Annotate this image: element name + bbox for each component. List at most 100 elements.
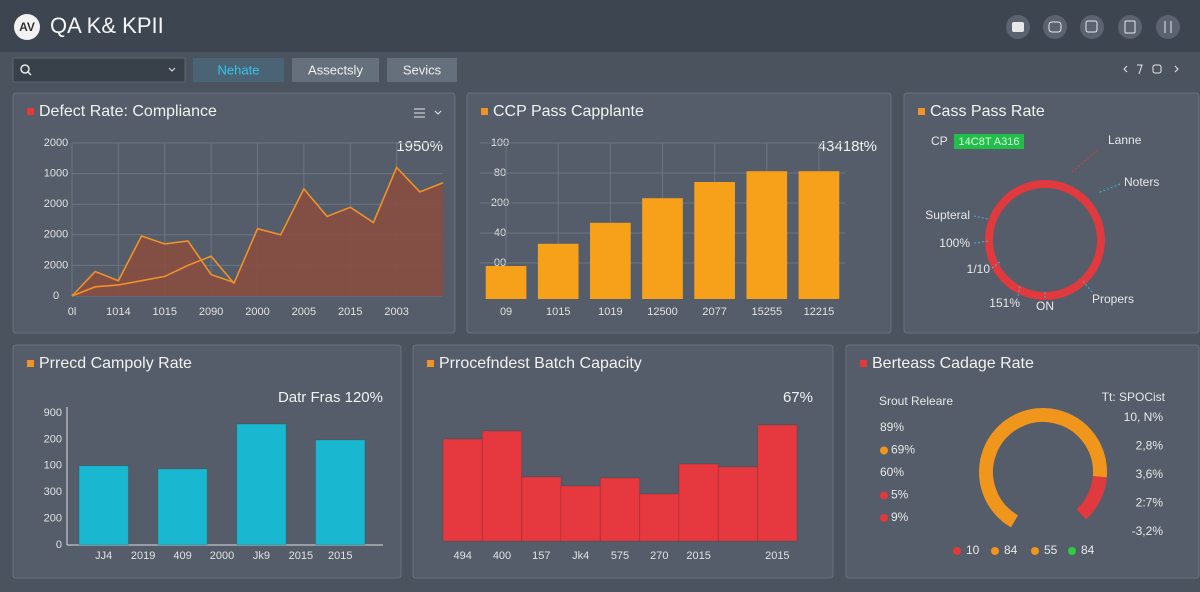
legend-dot: [991, 547, 999, 555]
y-tick-label: 900: [44, 407, 62, 419]
list-dot: [880, 514, 888, 522]
annotation: 43418t%: [818, 138, 877, 155]
title-marker: [860, 360, 867, 367]
search-box[interactable]: [12, 57, 186, 83]
header-icons: [1006, 15, 1180, 39]
title-marker: [427, 360, 434, 367]
x-tick-label: 2000: [210, 550, 234, 562]
legend-dot: [1068, 547, 1076, 555]
icon-button[interactable]: [1118, 15, 1142, 39]
title-marker: [27, 360, 34, 367]
bar: [798, 171, 840, 299]
bar: [717, 466, 759, 542]
y-tick-label: 300: [44, 486, 62, 498]
icon-button[interactable]: [1080, 15, 1104, 39]
line: [71, 255, 235, 297]
legend-label: 55: [1044, 543, 1058, 557]
nav-next[interactable]: [1174, 65, 1179, 73]
callout-label: Noters: [1124, 175, 1159, 189]
callout-leader: [1017, 285, 1021, 297]
dropdown-chevron: [168, 67, 176, 72]
y-tick-label: 100: [44, 460, 62, 472]
search-icon: [27, 71, 32, 76]
annotation: 1950%: [396, 138, 443, 155]
legend-label: 84: [1081, 543, 1095, 557]
title-marker: [481, 108, 488, 115]
bar: [157, 468, 208, 546]
bar: [590, 222, 631, 299]
list-item: 9%: [891, 510, 909, 524]
bar: [485, 266, 527, 299]
badge-label: CP: [931, 134, 948, 148]
annotation: 67%: [783, 389, 813, 406]
x-tick-label: 494: [453, 550, 471, 562]
panel-title: Defect Rate: Compliance: [39, 103, 217, 120]
list-item: 2,8%: [1136, 439, 1164, 453]
bar: [481, 430, 523, 542]
x-tick-label: 1019: [598, 306, 622, 318]
x-tick-label: 400: [493, 550, 511, 562]
x-tick-label: Jk9: [253, 550, 270, 562]
bar: [599, 477, 641, 542]
bar: [746, 171, 788, 299]
nav-prev[interactable]: [1123, 65, 1128, 73]
menu-icon: [414, 108, 442, 118]
bar: [678, 463, 719, 542]
logo-text: AV: [19, 20, 35, 34]
icon: [1048, 21, 1062, 33]
bar: [757, 424, 798, 542]
logo[interactable]: [14, 14, 40, 40]
legend-dot: [1031, 547, 1039, 555]
area-fill: [72, 167, 443, 296]
legend-dot: [953, 547, 961, 555]
tab[interactable]: [193, 58, 284, 82]
list-item: -3,2%: [1132, 524, 1164, 538]
tab[interactable]: [387, 58, 457, 82]
icon-button[interactable]: [1043, 15, 1067, 39]
tab[interactable]: [292, 58, 379, 82]
y-tick-label: 2000: [44, 137, 68, 149]
callout-leader: [1071, 149, 1099, 173]
list-header: Tt: SPOCist: [1102, 390, 1166, 404]
x-tick-label: 270: [650, 550, 668, 562]
list-header: Srout Releare: [879, 394, 953, 408]
icon-button[interactable]: [1156, 15, 1180, 39]
y-tick-label: 0: [56, 539, 62, 551]
panel-title: Cass Pass Rate: [930, 103, 1045, 120]
tab-label: Nehate: [218, 62, 260, 77]
bar: [642, 198, 683, 299]
list-item: 10, N%: [1124, 410, 1164, 424]
list-item: 3,6%: [1136, 467, 1164, 481]
x-tick-label: 15255: [751, 306, 782, 318]
x-tick-label: Jk4: [572, 550, 589, 562]
nav-icon[interactable]: [1137, 64, 1143, 75]
bar: [315, 439, 366, 546]
list-dot: [880, 446, 888, 455]
bar: [236, 423, 287, 546]
x-tick-label: 12215: [804, 306, 835, 318]
badge-text: 14C8T A316: [959, 136, 1020, 148]
header-bar: [0, 0, 1200, 52]
list-item: 89%: [880, 420, 904, 434]
search-icon: [20, 64, 30, 74]
x-tick-label: 2015: [289, 550, 313, 562]
bar: [78, 465, 129, 546]
list-item: 5%: [891, 488, 909, 502]
y-tick-label: 2000: [44, 198, 68, 210]
y-tick-label: 0: [53, 290, 59, 302]
y-tick-label: 200: [44, 433, 62, 445]
callout-leader: [1081, 279, 1093, 293]
icon: [1012, 22, 1024, 32]
nav-icon[interactable]: [1152, 64, 1162, 74]
menu-chevron[interactable]: [434, 110, 442, 115]
donut-segment: [979, 408, 1107, 528]
list-item: 60%: [880, 465, 904, 479]
header-title: QA K& KPII: [50, 13, 164, 38]
title-marker: [918, 108, 925, 115]
x-tick-label: 2015: [338, 306, 362, 318]
x-tick-label: 1015: [546, 306, 570, 318]
x-tick-label: 2003: [384, 306, 408, 318]
x-tick-label: 2090: [199, 306, 223, 318]
y-tick-label: 1000: [44, 168, 68, 180]
x-tick-label: 1015: [153, 306, 177, 318]
